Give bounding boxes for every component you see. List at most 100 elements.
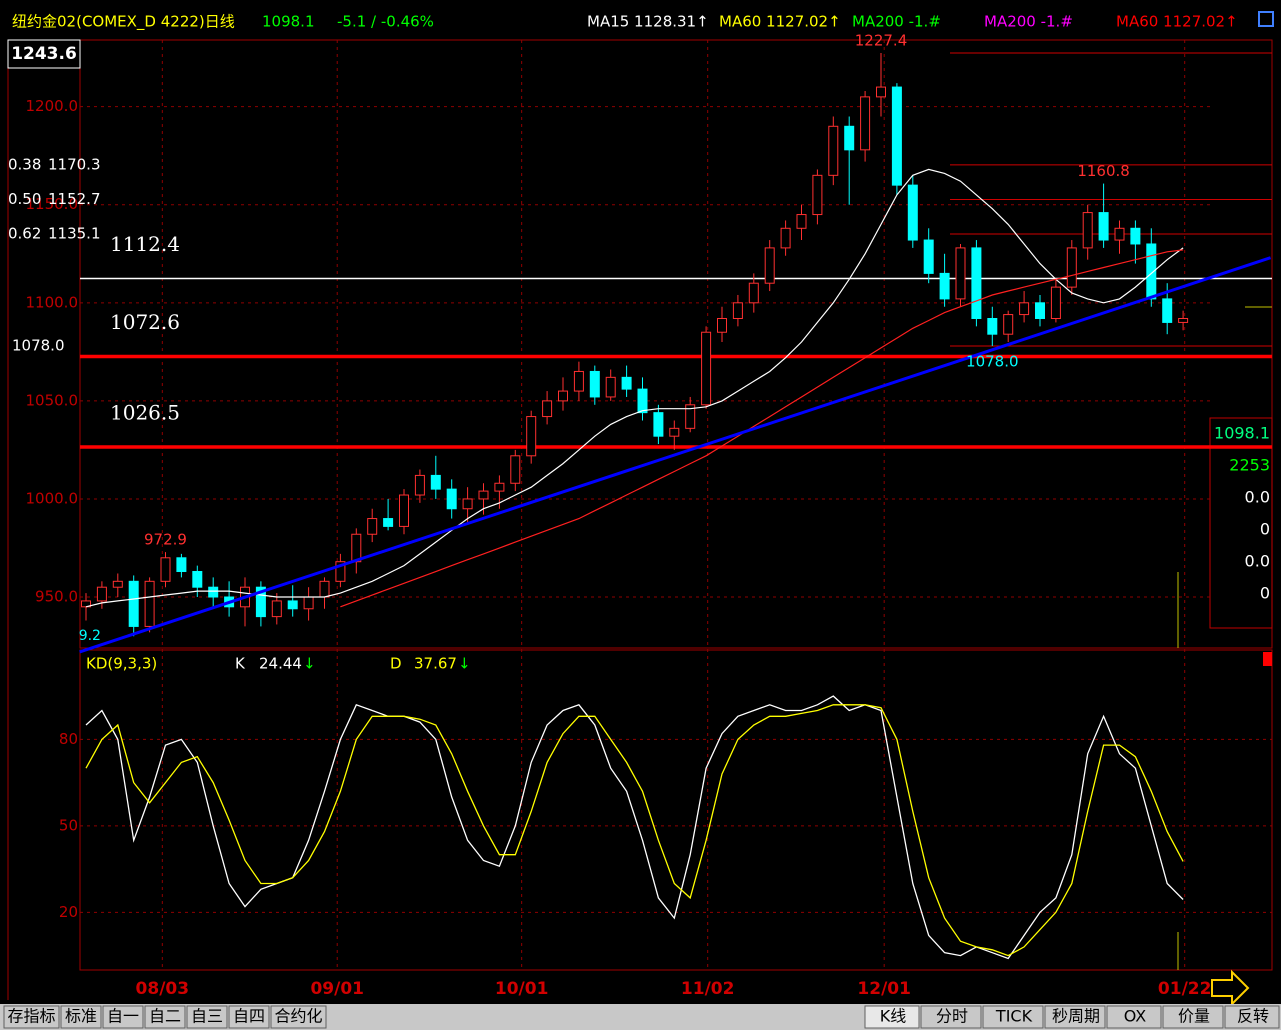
toolbar-label[interactable]: TICK bbox=[995, 1007, 1033, 1026]
toolbar-button[interactable] bbox=[1162, 1005, 1224, 1029]
candle-body bbox=[1050, 286, 1061, 320]
toolbar-button[interactable] bbox=[1106, 1005, 1162, 1029]
toolbar-label[interactable]: 秒周期 bbox=[1052, 1007, 1100, 1026]
header-item: MA200 -1.# bbox=[984, 13, 1073, 31]
toolbar-label[interactable]: 自三 bbox=[191, 1007, 223, 1026]
toolbar-label[interactable]: 标准 bbox=[65, 1007, 97, 1026]
toolbar-button[interactable] bbox=[982, 1005, 1044, 1029]
candle-body bbox=[176, 557, 187, 573]
header-item: MA60 1127.02↑ bbox=[719, 13, 841, 31]
y-tick-label: 20 bbox=[59, 903, 78, 921]
y-tick-label: 80 bbox=[59, 730, 78, 748]
legend-value: 37.67 bbox=[414, 655, 457, 673]
candle-body bbox=[907, 184, 918, 241]
toolbar-label[interactable]: 自二 bbox=[149, 1007, 181, 1026]
candle-body bbox=[573, 370, 584, 392]
candle-body bbox=[112, 580, 123, 588]
annotation: 1160.8 bbox=[1077, 162, 1130, 180]
x-tick-label: 08/03 bbox=[136, 979, 190, 999]
toolbar-button[interactable] bbox=[186, 1005, 228, 1029]
candle-body bbox=[96, 586, 107, 602]
candle-body bbox=[621, 376, 632, 390]
fib-value: 1152.7 bbox=[48, 190, 101, 208]
candle-body bbox=[271, 600, 282, 618]
candle-body bbox=[701, 331, 712, 406]
candle-body bbox=[1082, 212, 1093, 249]
y-tick-label: 1200.0 bbox=[26, 97, 79, 115]
candle-body bbox=[542, 400, 553, 418]
header-item: 1098.1 bbox=[262, 13, 315, 31]
toolbar-button[interactable] bbox=[270, 1005, 327, 1029]
toolbar-button[interactable] bbox=[102, 1005, 144, 1029]
ma-line bbox=[85, 168, 1184, 608]
candle-body bbox=[669, 427, 680, 437]
header-item: MA200 -1.# bbox=[852, 13, 941, 31]
toolbar-button[interactable] bbox=[144, 1005, 186, 1029]
toolbar-label[interactable]: 自四 bbox=[233, 1007, 265, 1026]
info-value: 2253 bbox=[1229, 456, 1270, 475]
candle-body bbox=[955, 247, 966, 300]
window-button[interactable] bbox=[1258, 11, 1274, 27]
candle-body bbox=[876, 86, 886, 98]
candle-body bbox=[446, 488, 457, 510]
candle-body bbox=[812, 174, 823, 216]
toolbar-button[interactable] bbox=[60, 1005, 102, 1029]
candle-body bbox=[1066, 247, 1077, 288]
candle-body bbox=[430, 474, 441, 490]
toolbar-label[interactable]: 自一 bbox=[107, 1007, 139, 1026]
toolbar-label[interactable]: 分时 bbox=[936, 1007, 968, 1026]
toolbar-button[interactable] bbox=[1224, 1005, 1280, 1029]
toolbar-label[interactable]: OX bbox=[1124, 1007, 1147, 1026]
candle-body bbox=[844, 125, 855, 151]
x-tick-label: 11/02 bbox=[681, 979, 735, 999]
candle-body bbox=[558, 390, 568, 402]
info-value: 1098.1 bbox=[1214, 424, 1270, 443]
x-tick-label: 10/01 bbox=[495, 979, 549, 999]
scroll-arrow[interactable] bbox=[1211, 969, 1250, 1007]
marker bbox=[1263, 652, 1272, 666]
legend-value: 24.44 bbox=[259, 655, 302, 673]
fib-ratio: 0.62 bbox=[8, 224, 41, 242]
candle-body bbox=[383, 518, 394, 527]
toolbar-label[interactable]: 存指标 bbox=[7, 1007, 55, 1026]
toolbar-label[interactable]: K线 bbox=[880, 1007, 907, 1026]
info-value: 0 bbox=[1260, 584, 1270, 603]
toolbar-label[interactable]: 反转 bbox=[1237, 1007, 1269, 1026]
candle-body bbox=[144, 580, 155, 627]
candle-body bbox=[1114, 227, 1125, 241]
legend-name: K bbox=[235, 655, 246, 673]
y-tick-label: 50 bbox=[59, 816, 78, 834]
y-tick-label: 950.0 bbox=[35, 588, 78, 606]
toolbar-label[interactable]: 价量 bbox=[1178, 1007, 1210, 1026]
support-label: 1072.6 bbox=[110, 310, 180, 334]
annotation: 9.2 bbox=[79, 628, 101, 644]
x-tick-label: 12/01 bbox=[857, 979, 911, 999]
y-tick-label: 1150.0 bbox=[26, 195, 79, 213]
candle-body bbox=[891, 86, 902, 186]
candle-body bbox=[367, 518, 378, 535]
toolbar-button[interactable] bbox=[3, 1005, 60, 1029]
toolbar-button[interactable] bbox=[1044, 1005, 1106, 1029]
info-value: 0 bbox=[1260, 520, 1270, 539]
candle-body bbox=[399, 494, 409, 527]
candle-body bbox=[1162, 298, 1173, 323]
toolbar-button[interactable] bbox=[920, 1005, 982, 1029]
candle-body bbox=[828, 125, 839, 176]
toolbar-label[interactable]: 合约化 bbox=[274, 1007, 322, 1026]
kd-line bbox=[85, 695, 1184, 960]
candle-body bbox=[780, 227, 791, 249]
toolbar-button[interactable] bbox=[228, 1005, 270, 1029]
candle-body bbox=[1003, 314, 1014, 335]
candle-body bbox=[796, 214, 807, 229]
cursor-price: 1243.6 bbox=[11, 44, 77, 64]
candle-body bbox=[589, 370, 600, 398]
candle-body bbox=[637, 388, 648, 414]
candle-body bbox=[653, 412, 664, 437]
candle-body bbox=[1019, 302, 1030, 316]
candle-body bbox=[971, 247, 982, 320]
kd-frame bbox=[79, 649, 1273, 971]
toolbar-button[interactable] bbox=[864, 1005, 920, 1029]
